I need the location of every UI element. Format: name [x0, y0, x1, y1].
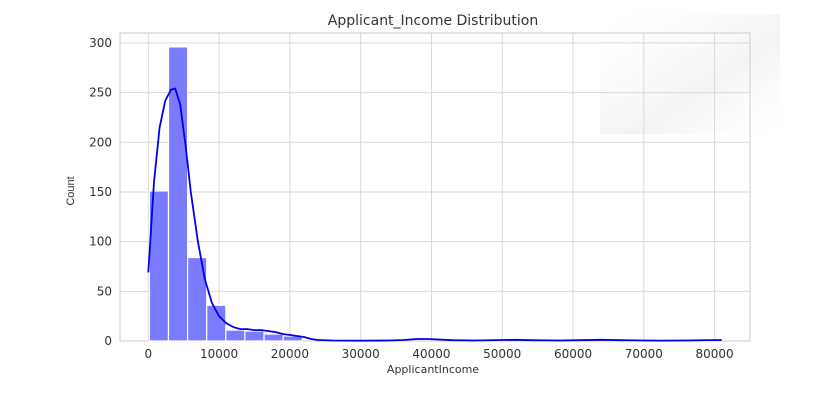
histogram-bar-5 — [244, 330, 265, 342]
plot-frame — [119, 32, 751, 342]
x-tick-label-6: 60000 — [554, 347, 592, 361]
histogram-bar-6 — [263, 333, 284, 342]
y-axis-label: Count — [65, 176, 77, 205]
y-tick-label-5: 250 — [89, 86, 112, 100]
histogram-bar-1 — [167, 46, 189, 342]
y-tick-label-3: 150 — [89, 185, 112, 199]
x-tick-label-7: 70000 — [625, 347, 663, 361]
y-tick-label-0: 0 — [104, 334, 112, 348]
x-tick-label-5: 50000 — [483, 347, 521, 361]
chart-title: Applicant_Income Distribution — [328, 13, 538, 29]
x-tick-label-4: 40000 — [412, 347, 450, 361]
y-tick-labels: 0 50 100 150 200 250 300 — [89, 36, 112, 348]
x-tick-label-3: 30000 — [342, 347, 380, 361]
y-tick-label-4: 200 — [89, 135, 112, 149]
y-tick-label-6: 300 — [89, 36, 112, 50]
histogram-bars — [148, 46, 303, 342]
y-tick-label-2: 100 — [89, 235, 112, 249]
histogram-bar-4 — [225, 329, 246, 342]
background-shadow — [600, 14, 780, 134]
x-axis-label: ApplicantIncome — [387, 363, 479, 376]
y-tick-label-1: 50 — [97, 284, 112, 298]
x-tick-label-8: 80000 — [696, 347, 734, 361]
x-tick-label-1: 10000 — [200, 347, 238, 361]
x-tick-labels: 0 10000 20000 30000 40000 50000 60000 70000 8000… — [144, 347, 733, 361]
kde-curve — [147, 87, 722, 342]
x-tick-label-0: 0 — [144, 347, 152, 361]
histogram-bar-2 — [187, 256, 208, 342]
x-tick-label-2: 20000 — [271, 347, 309, 361]
